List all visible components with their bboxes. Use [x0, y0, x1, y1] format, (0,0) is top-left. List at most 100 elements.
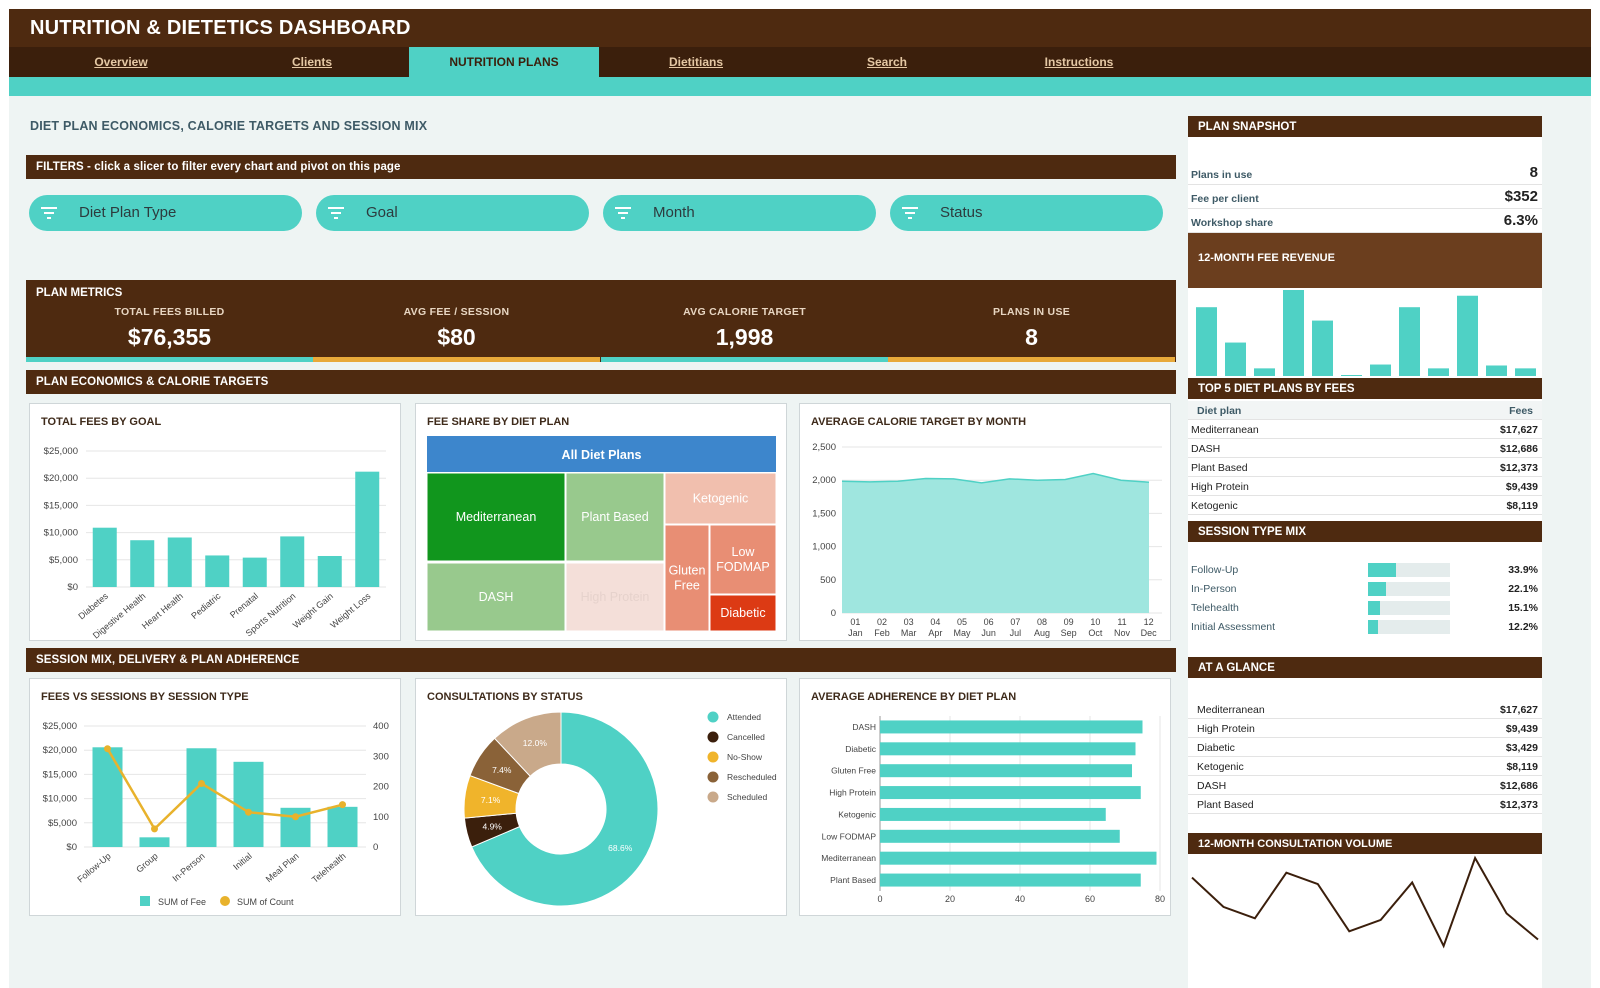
glance-row: Ketogenic $8,119: [1188, 757, 1542, 776]
area-line: [841, 472, 1150, 484]
kpi-accent-bar: [888, 357, 1175, 362]
adherence-bar-svg: 0 20 40 60 80 DASH Diabetic Gluten Free High Pro…: [821, 716, 1165, 904]
x-tick-sublabel: Dec: [1141, 628, 1158, 638]
x-tick-label: Weight Loss: [328, 591, 373, 631]
x-tick-sublabel: Mar: [901, 628, 917, 638]
treemap-root: [427, 436, 776, 472]
bar: [242, 557, 267, 587]
chart-fees-vs-sessions: FEES VS SESSIONS BY SESSION TYPE $25,000…: [29, 678, 401, 916]
mix-name: Initial Assessment: [1191, 621, 1276, 633]
mix-name: In-Person: [1191, 583, 1237, 595]
donut-slice: [493, 711, 562, 777]
x-tick-sublabel: Nov: [1114, 628, 1131, 638]
snapshot-value: 8: [1529, 164, 1538, 181]
glance-fees: $17,627: [1500, 704, 1538, 716]
treemap-tile-label: Free: [674, 579, 700, 593]
plan-fees: $12,373: [1500, 462, 1538, 474]
legend-swatch: [220, 896, 230, 906]
table-row: Plant Based $12,373: [1188, 458, 1542, 477]
plan-name: Ketogenic: [1191, 500, 1238, 512]
plan-fees: $17,627: [1500, 424, 1538, 436]
chart-consultations-by-status: CONSULTATIONS BY STATUS 68.6% Attended 4.9…: [415, 678, 787, 916]
page-heading: DIET PLAN ECONOMICS, CALORIE TARGETS AND…: [30, 119, 428, 133]
tab-nutrition-plans[interactable]: NUTRITION PLANS: [409, 47, 599, 77]
snapshot-label: Workshop share: [1191, 217, 1274, 229]
x-tick-label: 11: [1117, 617, 1126, 627]
kpi-label: PLANS IN USE: [992, 306, 1071, 318]
slice-label: 7.1%: [481, 795, 501, 805]
x-tick-label: 12: [1144, 617, 1154, 627]
treemap-tile-label: Plant Based: [581, 510, 648, 524]
x-tick-label: 0: [877, 894, 882, 904]
slicer-goal[interactable]: Goal: [316, 195, 589, 231]
treemap-root-label: All Diet Plans: [562, 448, 642, 462]
slicer-month[interactable]: Month: [603, 195, 876, 231]
y2-tick-label: 200: [373, 782, 389, 793]
slicer-status[interactable]: Status: [890, 195, 1163, 231]
mix-pct: 22.1%: [1508, 583, 1538, 595]
x-tick-sublabel: Sep: [1061, 628, 1077, 638]
top5-column-header: Diet plan Fees: [1188, 401, 1542, 420]
session-mix-row: Follow-Up 33.9%: [1188, 561, 1542, 580]
y-tick-label: $25,000: [44, 446, 78, 457]
snapshot-value: 6.3%: [1503, 212, 1538, 229]
y-tick-label: 0: [831, 608, 836, 619]
y-tick-label: $20,000: [43, 745, 77, 756]
bar: [139, 837, 170, 847]
bar: [1399, 307, 1420, 376]
bar: [1225, 342, 1246, 376]
x-tick-label: Group: [134, 851, 160, 875]
snapshot-row: Plans in use 8: [1188, 162, 1542, 185]
mix-name: Telehealth: [1191, 602, 1239, 614]
chart-title: AVERAGE CALORIE TARGET BY MONTH: [811, 416, 1027, 428]
x-tick-label: 06: [984, 617, 994, 627]
tab-search[interactable]: Search: [866, 55, 908, 69]
plan-name: Plant Based: [1191, 462, 1248, 474]
y-tick-label: $15,000: [43, 769, 77, 780]
tab-clients[interactable]: Clients: [291, 55, 332, 69]
x-tick-label: Weight Gain: [291, 591, 335, 630]
glance-fees: $9,439: [1505, 723, 1538, 735]
plan-fees: $8,119: [1506, 500, 1538, 512]
snapshot-header: PLAN SNAPSHOT: [1188, 116, 1542, 137]
kpi-value: 8: [1025, 324, 1038, 350]
treemap-tile-label: Ketogenic: [693, 492, 749, 506]
col-fees: Fees: [1509, 405, 1533, 417]
table-row: High Protein $9,439: [1188, 477, 1542, 496]
x-tick-sublabel: Feb: [874, 628, 890, 638]
chart-fees-by-goal: TOTAL FEES BY GOAL $25,000 $20,000 $15,000…: [29, 403, 401, 641]
glance-fees: $3,429: [1505, 742, 1538, 754]
mix-track: [1368, 601, 1450, 615]
tab-instructions[interactable]: Instructions: [1044, 55, 1114, 69]
tab-overview[interactable]: Overview: [94, 55, 148, 69]
bar: [1486, 365, 1507, 376]
glance-name: High Protein: [1197, 723, 1255, 735]
y2-tick-label: 100: [373, 812, 389, 823]
x-tick-label: 20: [945, 894, 955, 904]
legend-swatch: [707, 751, 719, 763]
treemap-tile-label: High Protein: [581, 590, 650, 604]
x-tick-label: Follow-Up: [75, 851, 112, 885]
table-row: Ketogenic $8,119: [1188, 496, 1542, 515]
volume-header: 12-MONTH CONSULTATION VOLUME: [1188, 833, 1542, 854]
chart-title: TOTAL FEES BY GOAL: [41, 416, 162, 428]
y-tick-label: DASH: [852, 722, 876, 732]
bar: [880, 764, 1132, 778]
chart-calorie-by-month: AVERAGE CALORIE TARGET BY MONTH 2,500 2,0…: [799, 403, 1171, 641]
x-tick-label: In-Person: [170, 851, 206, 884]
bar: [1341, 375, 1362, 376]
bar: [880, 742, 1136, 756]
slicer-diet-plan-type[interactable]: Diet Plan Type: [29, 195, 302, 231]
bar: [205, 555, 230, 587]
x-tick-label: 04: [930, 617, 940, 627]
volume-sparkline-svg: [1191, 855, 1539, 949]
series-point: [292, 813, 299, 821]
legend-swatch: [707, 731, 719, 743]
tab-dietitians[interactable]: Dietitians: [668, 55, 723, 69]
chart-adherence-by-plan: AVERAGE ADHERENCE BY DIET PLAN 0 20 40 60 80…: [799, 678, 1171, 916]
x-tick-sublabel: Jan: [848, 628, 863, 638]
y-tick-label: Plant Based: [830, 875, 876, 885]
plan-metrics-panel: PLAN METRICS TOTAL FEES BILLED $76,355 A…: [26, 280, 1176, 362]
kpi-total-fees: TOTAL FEES BILLED $76,355: [26, 306, 313, 351]
x-tick-label: 07: [1010, 617, 1020, 627]
